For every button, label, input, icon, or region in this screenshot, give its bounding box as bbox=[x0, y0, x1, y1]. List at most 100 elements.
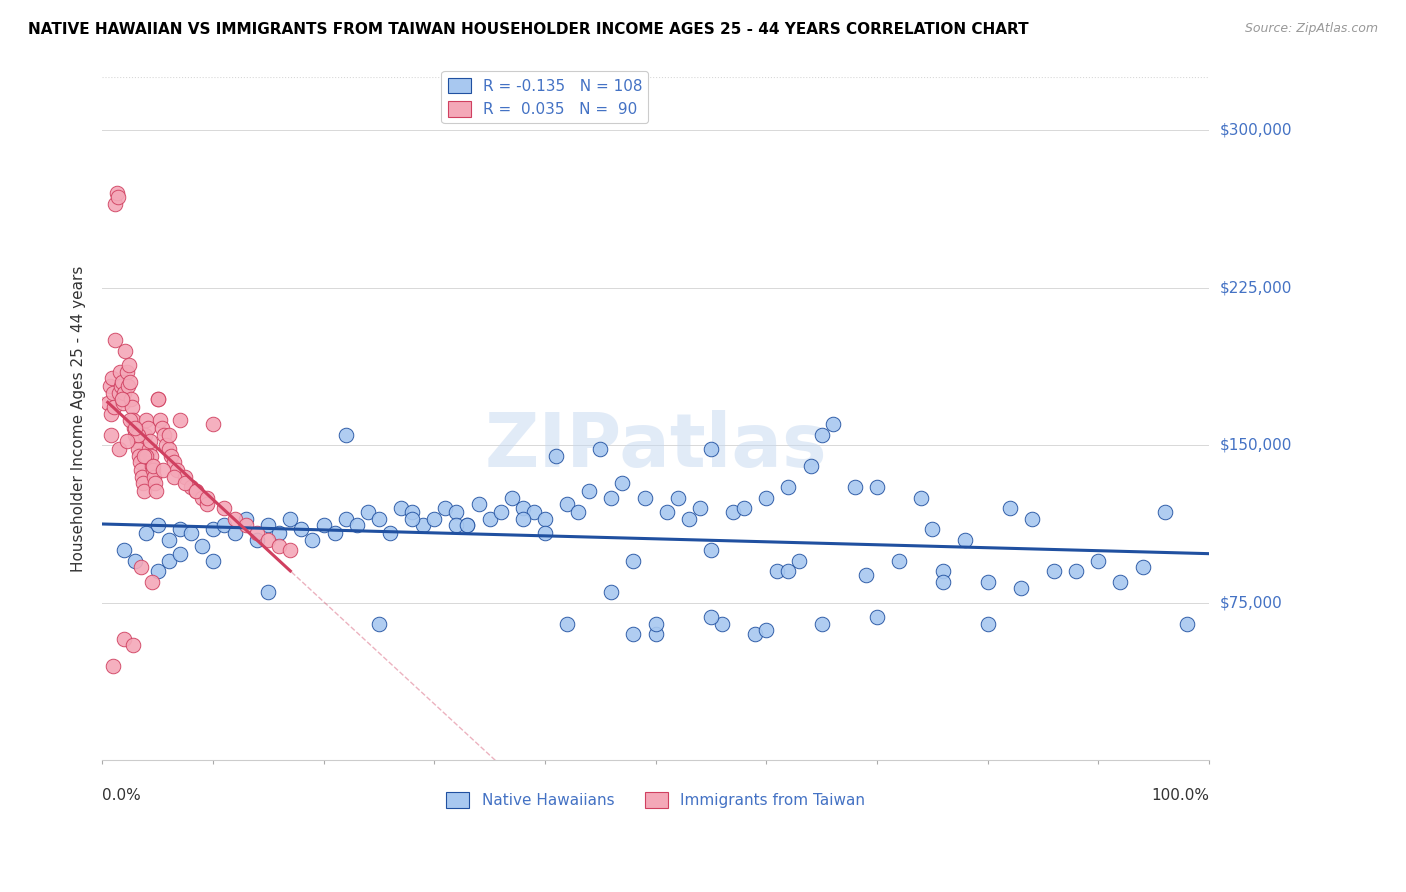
Point bbox=[127, 427, 149, 442]
Point bbox=[512, 512, 534, 526]
Point bbox=[122, 638, 145, 652]
Point bbox=[108, 365, 131, 379]
Point bbox=[118, 359, 141, 373]
Point bbox=[195, 497, 218, 511]
Point bbox=[186, 484, 208, 499]
Point bbox=[855, 568, 877, 582]
Point bbox=[129, 560, 152, 574]
Point bbox=[110, 379, 132, 393]
Point bbox=[623, 554, 645, 568]
Point bbox=[201, 417, 224, 432]
Point bbox=[778, 564, 800, 578]
Point bbox=[501, 491, 523, 505]
Point bbox=[157, 427, 180, 442]
Point bbox=[157, 554, 180, 568]
Point bbox=[191, 539, 214, 553]
Point bbox=[128, 455, 150, 469]
Point bbox=[633, 491, 655, 505]
Point bbox=[111, 375, 134, 389]
Point bbox=[235, 512, 257, 526]
Point bbox=[115, 434, 138, 448]
Point bbox=[666, 491, 689, 505]
Point bbox=[700, 610, 723, 624]
Point bbox=[115, 365, 138, 379]
Point bbox=[201, 522, 224, 536]
Point bbox=[101, 371, 124, 385]
Point bbox=[357, 505, 380, 519]
Point bbox=[143, 469, 166, 483]
Point bbox=[257, 585, 280, 599]
Point bbox=[157, 442, 180, 457]
Y-axis label: Householder Income Ages 25 - 44 years: Householder Income Ages 25 - 44 years bbox=[72, 266, 86, 572]
Text: ZIPatlas: ZIPatlas bbox=[484, 409, 827, 483]
Point bbox=[523, 505, 546, 519]
Point bbox=[124, 421, 146, 435]
Point bbox=[1021, 512, 1043, 526]
Point bbox=[180, 526, 202, 541]
Point bbox=[257, 518, 280, 533]
Point bbox=[112, 632, 135, 646]
Point bbox=[135, 413, 157, 427]
Point bbox=[98, 379, 121, 393]
Point bbox=[104, 196, 127, 211]
Point bbox=[887, 554, 910, 568]
Point bbox=[157, 533, 180, 547]
Point bbox=[111, 392, 134, 406]
Text: $75,000: $75,000 bbox=[1220, 595, 1282, 610]
Point bbox=[174, 475, 197, 490]
Point bbox=[644, 616, 666, 631]
Point bbox=[456, 518, 478, 533]
Point bbox=[117, 379, 139, 393]
Point bbox=[131, 469, 153, 483]
Point bbox=[423, 512, 446, 526]
Point bbox=[755, 623, 778, 637]
Point bbox=[1153, 505, 1175, 519]
Point bbox=[755, 491, 778, 505]
Point bbox=[146, 392, 169, 406]
Point bbox=[655, 505, 678, 519]
Point bbox=[821, 417, 844, 432]
Point bbox=[118, 413, 141, 427]
Point bbox=[142, 463, 165, 477]
Point bbox=[700, 442, 723, 457]
Point bbox=[112, 543, 135, 558]
Point bbox=[128, 449, 150, 463]
Point bbox=[389, 501, 412, 516]
Point bbox=[534, 526, 557, 541]
Point bbox=[103, 658, 125, 673]
Point bbox=[976, 616, 998, 631]
Point bbox=[153, 427, 176, 442]
Point bbox=[290, 522, 312, 536]
Point bbox=[169, 548, 191, 562]
Point bbox=[711, 616, 734, 631]
Point bbox=[589, 442, 612, 457]
Point bbox=[600, 491, 623, 505]
Point bbox=[108, 442, 131, 457]
Point bbox=[346, 518, 368, 533]
Point bbox=[434, 501, 457, 516]
Point bbox=[446, 518, 468, 533]
Text: NATIVE HAWAIIAN VS IMMIGRANTS FROM TAIWAN HOUSEHOLDER INCOME AGES 25 - 44 YEARS : NATIVE HAWAIIAN VS IMMIGRANTS FROM TAIWA… bbox=[28, 22, 1029, 37]
Point bbox=[367, 512, 389, 526]
Point bbox=[100, 407, 122, 421]
Point bbox=[367, 616, 389, 631]
Point bbox=[103, 385, 125, 400]
Point bbox=[142, 459, 165, 474]
Point bbox=[401, 512, 423, 526]
Point bbox=[778, 480, 800, 494]
Point bbox=[1132, 560, 1154, 574]
Point bbox=[512, 501, 534, 516]
Point bbox=[105, 186, 128, 200]
Point bbox=[335, 427, 357, 442]
Point bbox=[180, 480, 202, 494]
Point bbox=[132, 475, 155, 490]
Point bbox=[844, 480, 866, 494]
Point bbox=[134, 427, 156, 442]
Text: 100.0%: 100.0% bbox=[1152, 788, 1209, 803]
Point bbox=[124, 421, 146, 435]
Text: $225,000: $225,000 bbox=[1220, 280, 1292, 295]
Point bbox=[600, 585, 623, 599]
Point bbox=[921, 522, 943, 536]
Point bbox=[163, 455, 186, 469]
Point bbox=[1010, 581, 1032, 595]
